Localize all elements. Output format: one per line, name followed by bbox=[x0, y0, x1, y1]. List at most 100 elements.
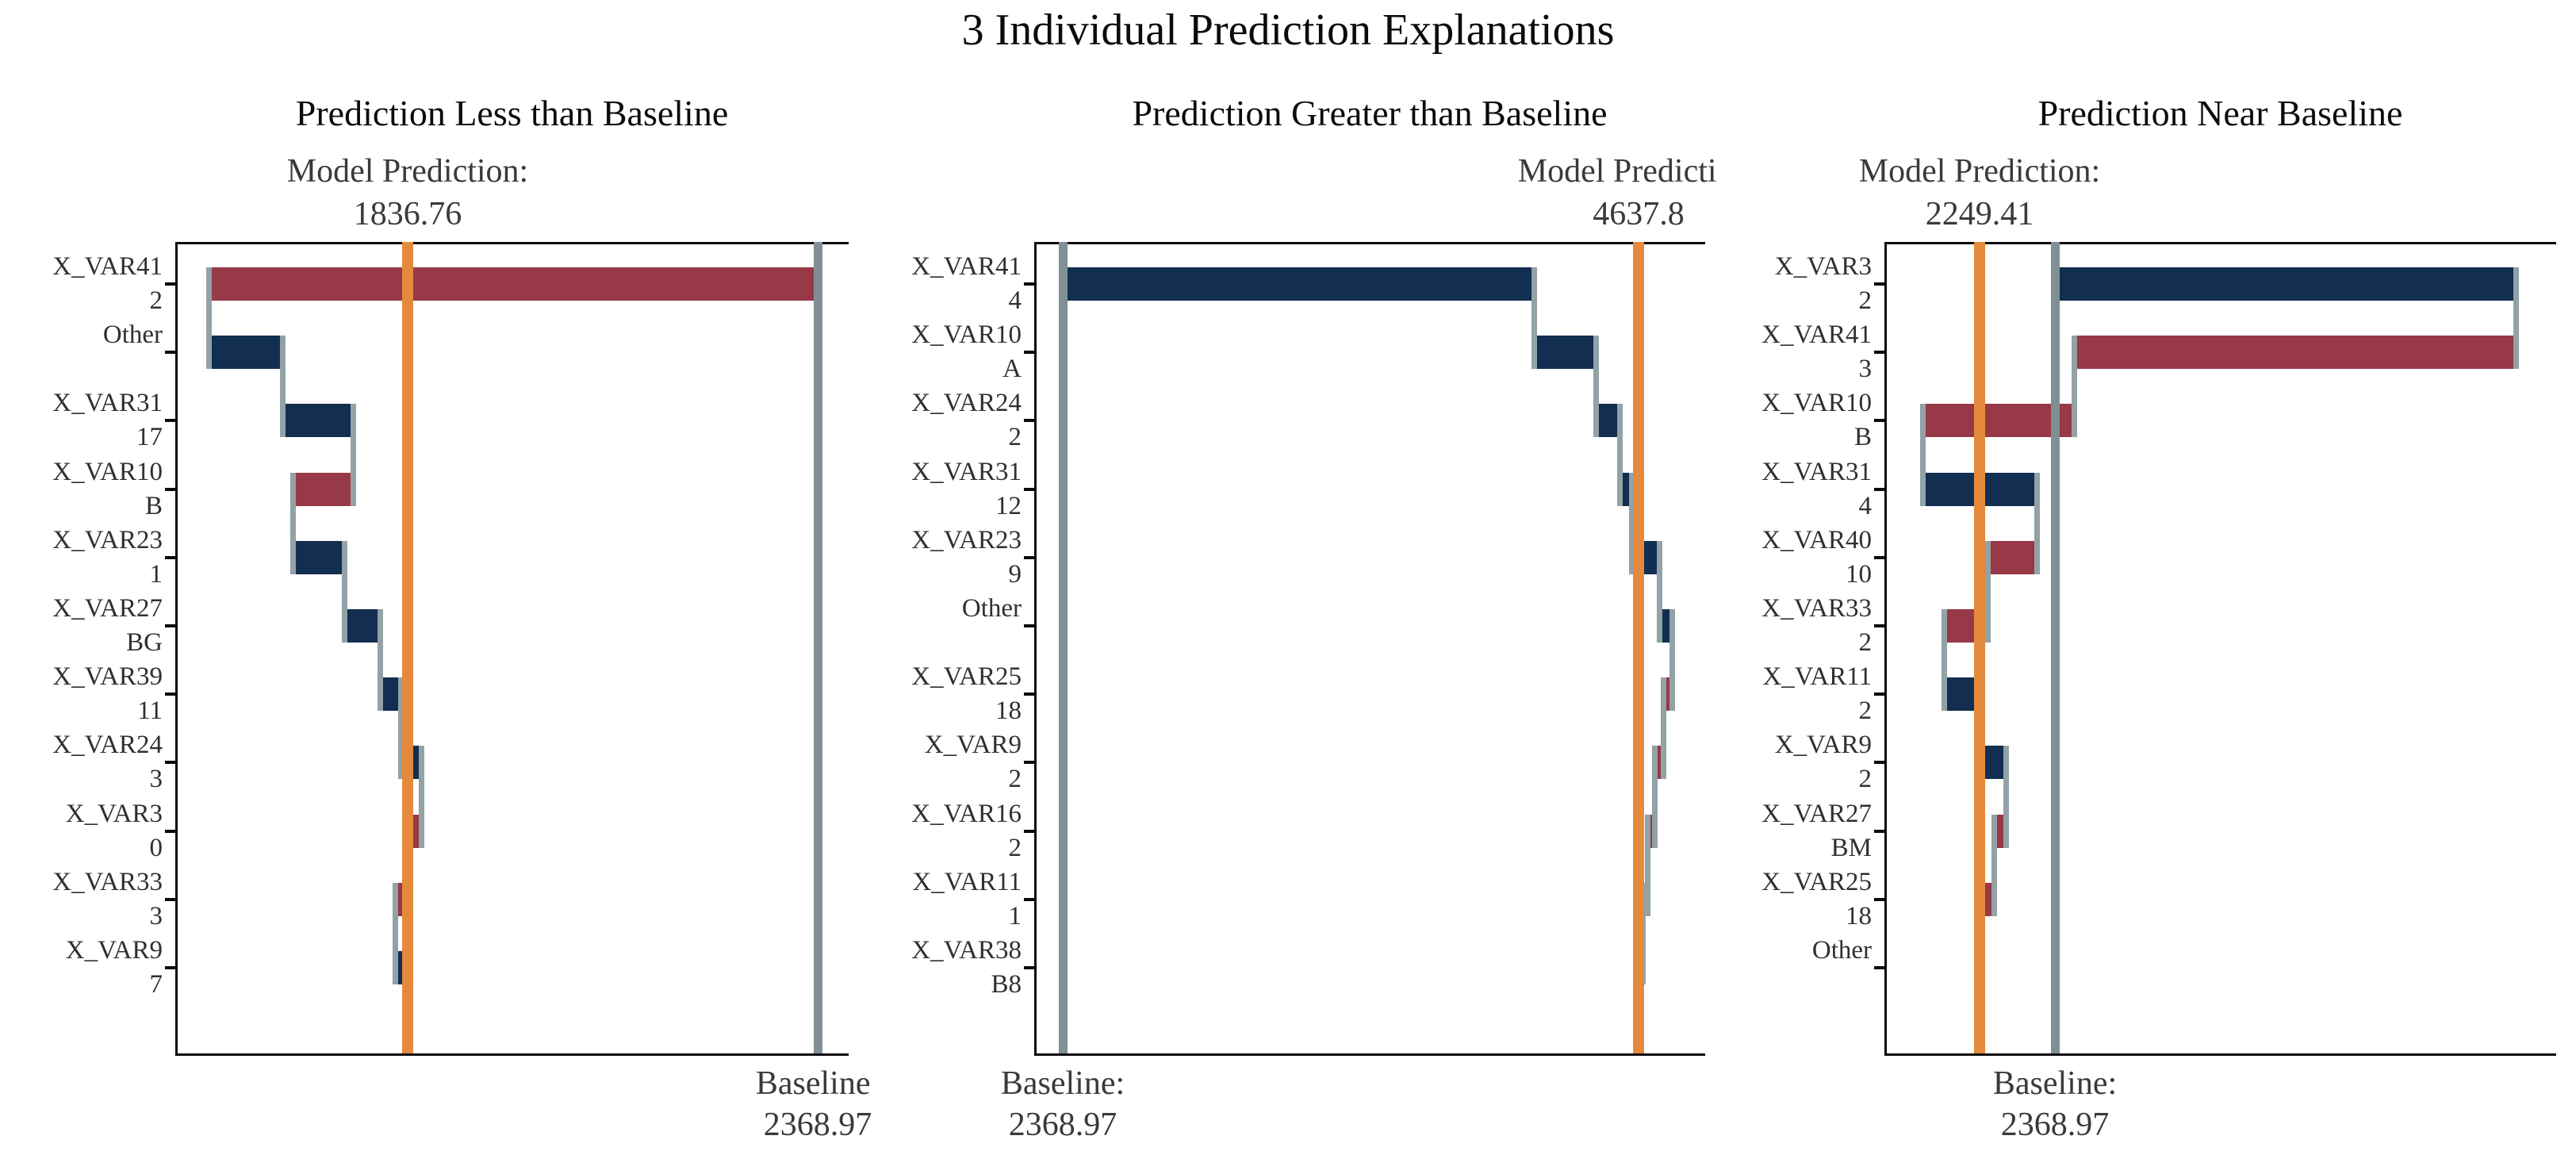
row-label-feature: X_VAR11 bbox=[912, 867, 1022, 896]
row-label-feature: X_VAR27 bbox=[52, 594, 163, 623]
row-label-value: 1 bbox=[149, 559, 163, 589]
axis-tick bbox=[165, 351, 175, 355]
row-label-feature: X_VAR24 bbox=[911, 389, 1022, 418]
baseline-label: Baseline: bbox=[755, 1065, 872, 1102]
row-label: X_VAR27 BM bbox=[1717, 797, 1872, 865]
row-label-value: 3 bbox=[149, 765, 163, 794]
axis-tick bbox=[1874, 351, 1884, 355]
waterfall-bar-negative bbox=[1654, 746, 1664, 780]
bar-connector bbox=[2072, 336, 2078, 438]
axis-tick bbox=[1024, 624, 1034, 627]
top-spine bbox=[175, 242, 849, 244]
row-label: X_VAR23 1 bbox=[0, 524, 163, 592]
axis-tick bbox=[1024, 829, 1034, 833]
model-prediction-label: Model Prediction: bbox=[286, 153, 529, 190]
bar-connector bbox=[1942, 609, 1948, 712]
model-prediction-value: 1836.76 bbox=[353, 196, 462, 232]
row-label-feature: X_VAR11 bbox=[1762, 662, 1872, 692]
waterfall-bar-positive bbox=[1063, 267, 1535, 301]
row-label-value: 7 bbox=[149, 970, 163, 999]
axis-tick bbox=[1874, 693, 1884, 696]
row-label: X_VAR24 2 bbox=[872, 386, 1022, 455]
bottom-spine bbox=[1884, 1053, 2556, 1056]
prediction-line bbox=[1633, 242, 1644, 1053]
axis-tick bbox=[1874, 282, 1884, 286]
row-label-feature: X_VAR3 bbox=[1774, 252, 1872, 281]
bar-connector bbox=[2034, 472, 2040, 574]
row-label: X_VAR40 10 bbox=[1717, 524, 1872, 592]
axis-tick bbox=[165, 624, 175, 627]
row-label: X_VAR41 2 bbox=[0, 250, 163, 318]
baseline-label: Baseline: bbox=[1000, 1065, 1125, 1102]
waterfall-bar-negative bbox=[1994, 814, 2007, 848]
row-label-feature: X_VAR25 bbox=[911, 662, 1022, 692]
axis-tick bbox=[165, 282, 175, 286]
row-label: Other bbox=[1717, 934, 1872, 968]
baseline-value: 2368.97 bbox=[763, 1107, 872, 1143]
axis-tick bbox=[1024, 761, 1034, 765]
model-prediction-value: 4637.8 bbox=[1593, 196, 1685, 232]
row-label: X_VAR24 3 bbox=[0, 728, 163, 796]
row-label-feature: Other bbox=[102, 320, 163, 350]
row-label-value: 9 bbox=[1008, 559, 1022, 589]
row-label: X_VAR38 B8 bbox=[872, 934, 1022, 1002]
axis-tick bbox=[1874, 487, 1884, 491]
axis-tick bbox=[1024, 419, 1034, 423]
axis-tick bbox=[1874, 761, 1884, 765]
row-label: X_VAR9 2 bbox=[872, 728, 1022, 796]
axis-tick bbox=[1024, 555, 1034, 559]
row-label-value: 2 bbox=[1008, 833, 1022, 862]
axis-tick bbox=[1024, 966, 1034, 969]
row-label-feature: X_VAR25 bbox=[1761, 867, 1872, 896]
bar-connector bbox=[279, 336, 286, 438]
waterfall-bar-negative bbox=[1647, 814, 1655, 848]
row-label-feature: X_VAR41 bbox=[911, 252, 1022, 281]
row-label-value: 18 bbox=[1846, 901, 1872, 930]
row-label-value: 18 bbox=[995, 696, 1022, 726]
row-label-value: B bbox=[144, 491, 163, 520]
baseline-line bbox=[2050, 242, 2060, 1053]
axis-tick bbox=[165, 966, 175, 969]
bar-connector bbox=[1651, 746, 1658, 848]
baseline-line bbox=[1058, 242, 1068, 1053]
waterfall-bar-positive bbox=[1944, 677, 1980, 712]
panel-title: Prediction Greater than Baseline bbox=[1132, 93, 1608, 133]
axis-tick bbox=[1024, 351, 1034, 355]
waterfall-bar-negative bbox=[1663, 677, 1673, 712]
axis-tick bbox=[165, 693, 175, 696]
row-label-feature: X_VAR9 bbox=[1774, 731, 1872, 760]
row-label-feature: X_VAR31 bbox=[911, 457, 1022, 486]
axis-tick bbox=[1024, 282, 1034, 286]
row-label: X_VAR16 2 bbox=[872, 797, 1022, 865]
waterfall-bar-positive bbox=[209, 336, 283, 370]
panel-title: Prediction Near Baseline bbox=[2037, 93, 2403, 133]
left-spine bbox=[1884, 242, 1887, 1056]
panel-3: Prediction Near Baseline Model Prediction… bbox=[1717, 0, 2576, 1151]
row-label-feature: X_VAR24 bbox=[52, 731, 163, 760]
row-label: X_VAR3 0 bbox=[0, 797, 163, 865]
row-label-feature: X_VAR23 bbox=[52, 525, 163, 554]
bottom-spine bbox=[1034, 1053, 1705, 1056]
baseline-line bbox=[813, 242, 822, 1053]
bar-connector bbox=[1920, 404, 1926, 506]
row-label-feature: Other bbox=[961, 594, 1022, 623]
bar-connector bbox=[397, 677, 404, 780]
model-prediction-label: Model Prediction: bbox=[1517, 153, 1717, 190]
bar-connector bbox=[392, 882, 398, 984]
waterfall-bar-positive bbox=[1659, 609, 1673, 643]
axis-tick bbox=[165, 487, 175, 491]
axis-tick bbox=[165, 761, 175, 765]
row-label-value: 11 bbox=[137, 696, 163, 726]
prediction-line bbox=[402, 242, 413, 1053]
figure-title: 3 Individual Prediction Explanations bbox=[961, 6, 1615, 55]
axis-tick bbox=[1024, 693, 1034, 696]
row-label-value: 3 bbox=[149, 901, 163, 930]
axis-tick bbox=[1874, 829, 1884, 833]
row-label-value: A bbox=[1002, 355, 1022, 384]
row-label: X_VAR10 A bbox=[872, 318, 1022, 386]
bar-connector bbox=[1669, 609, 1675, 712]
row-label: X_VAR27 BG bbox=[0, 592, 163, 660]
row-label-value: 10 bbox=[1846, 559, 1872, 589]
row-label-value: 2 bbox=[1008, 423, 1022, 452]
row-label: X_VAR25 18 bbox=[872, 660, 1022, 728]
